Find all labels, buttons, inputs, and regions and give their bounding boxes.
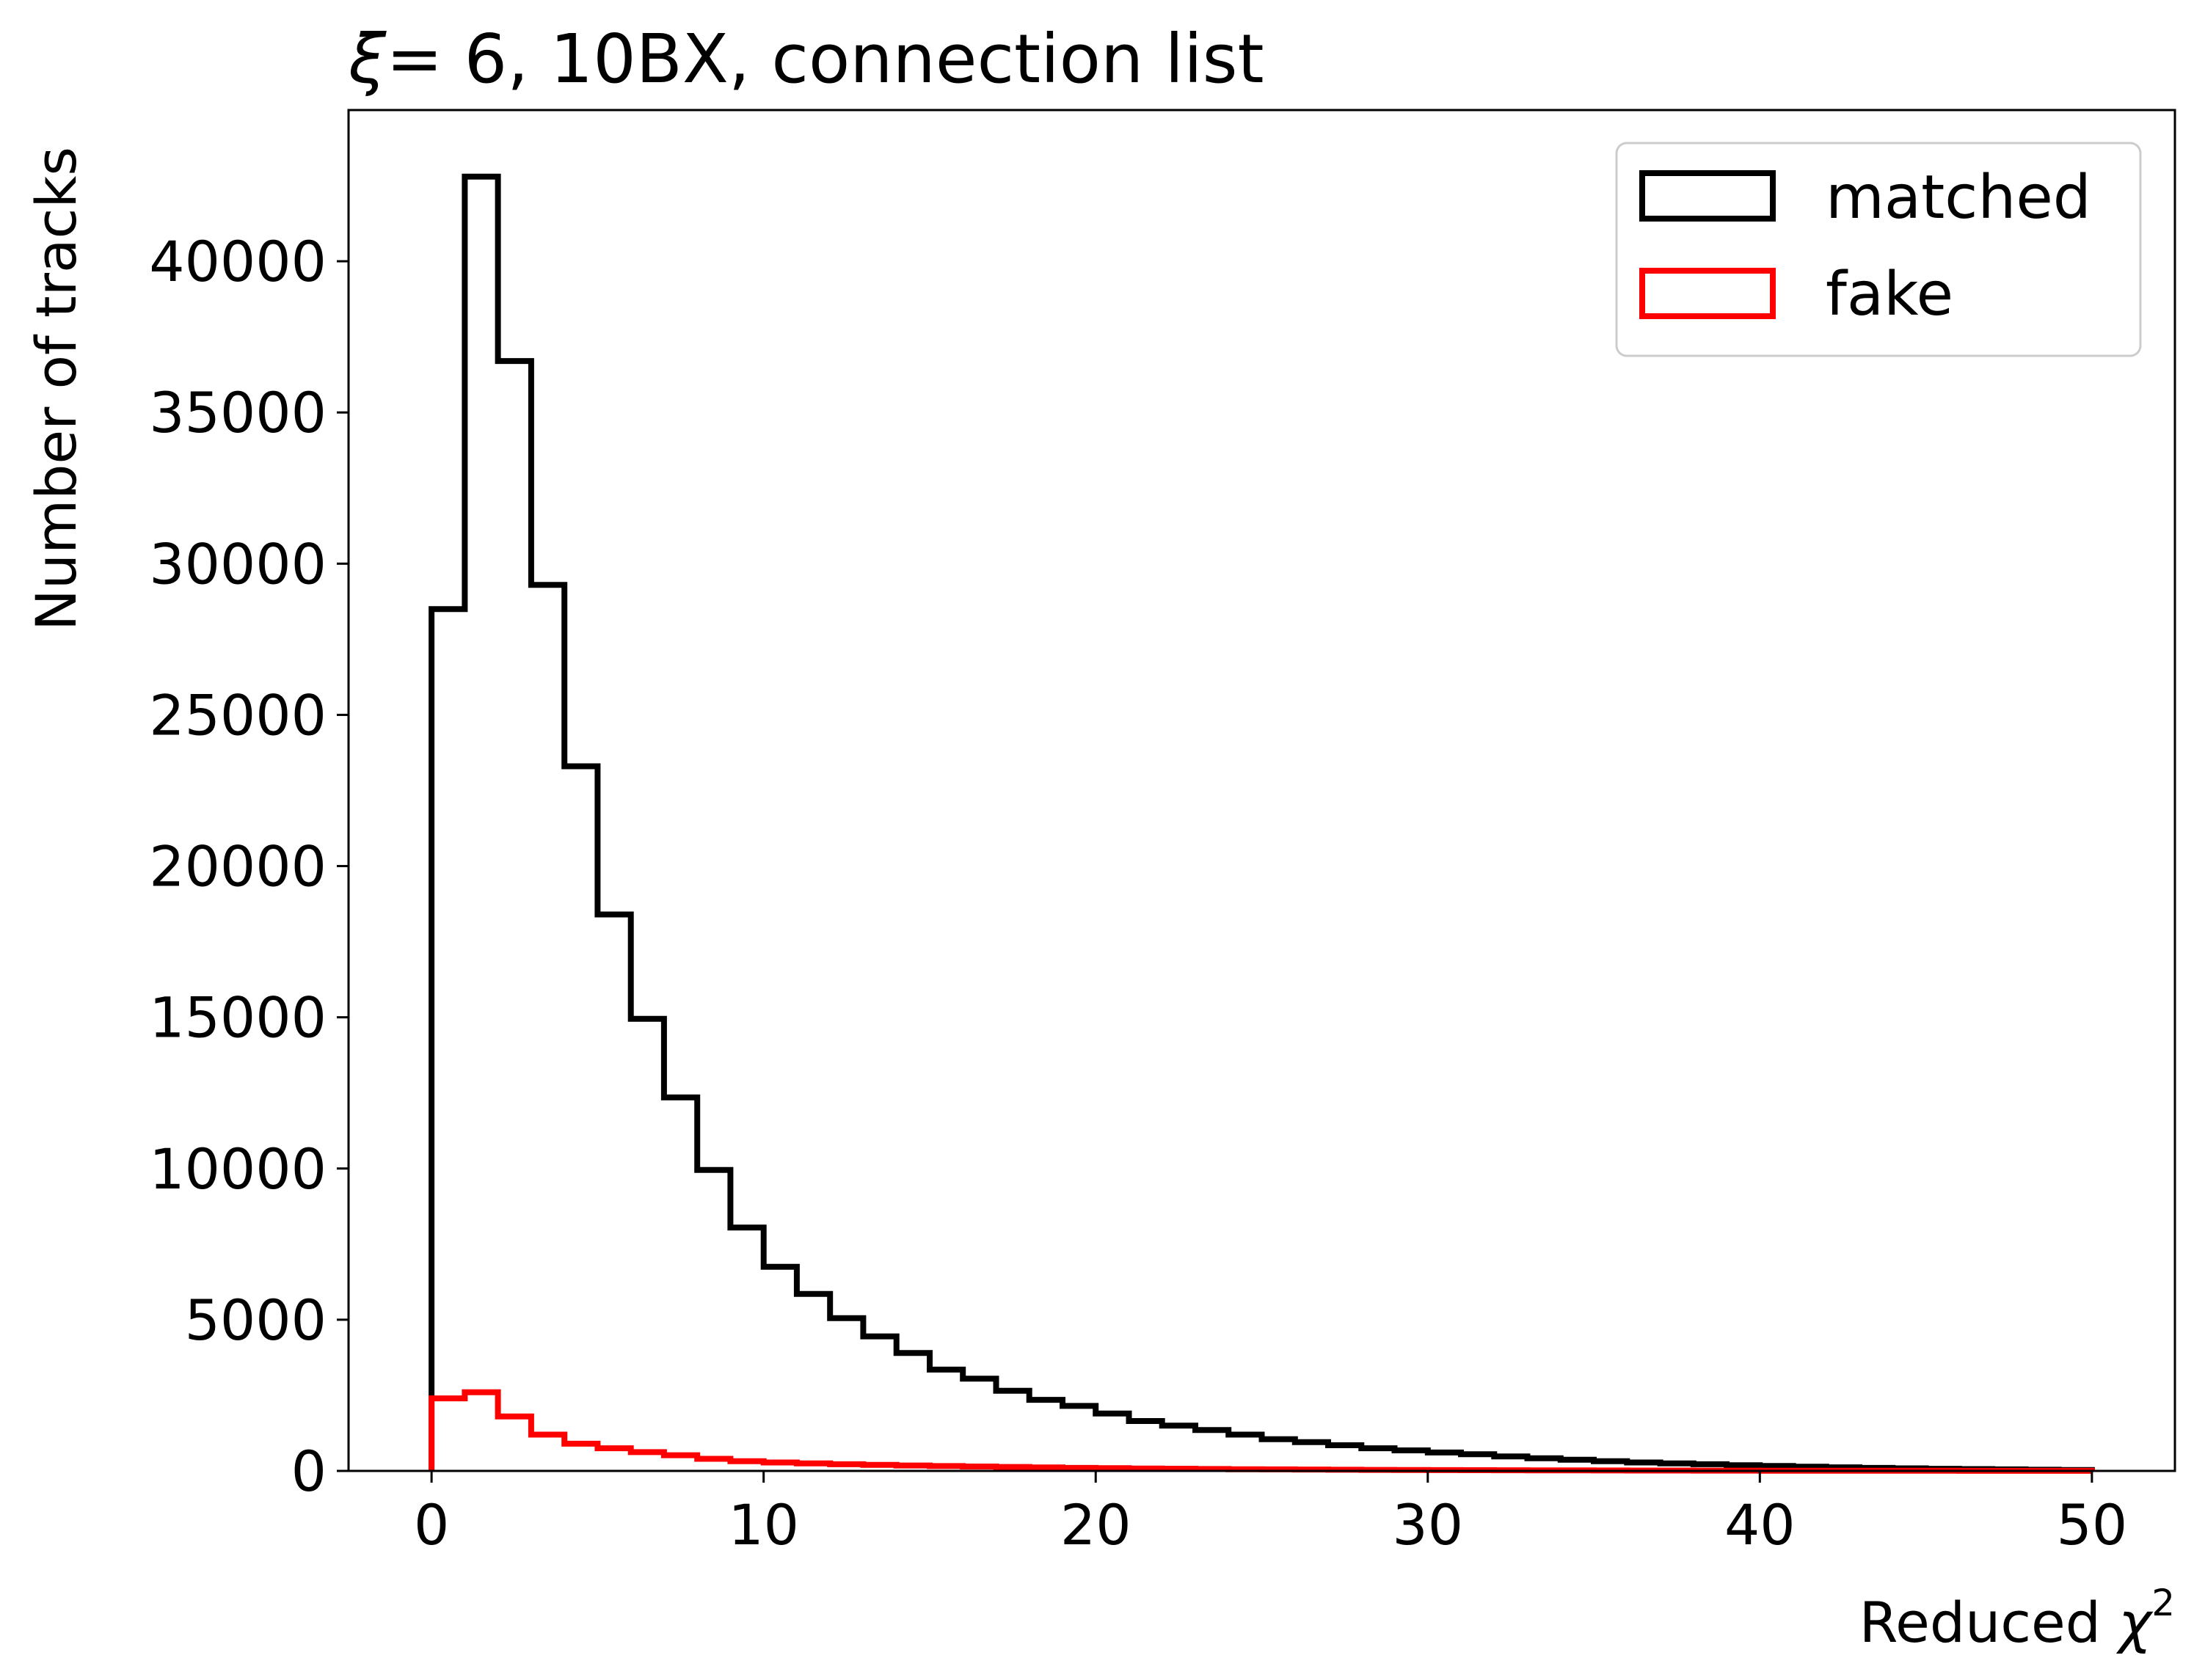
plot-frame xyxy=(347,109,2176,1472)
x-axis-label: Reduced χ2 xyxy=(1859,1582,2175,1655)
legend: matched fake xyxy=(1615,142,2142,357)
y-tick-label: 15000 xyxy=(149,985,327,1051)
x-tick-label: 10 xyxy=(728,1492,799,1557)
series-matched-step xyxy=(429,173,2095,1473)
legend-swatch-fake xyxy=(1639,268,1776,319)
legend-swatch-matched xyxy=(1639,170,1776,222)
x-tick-label: 50 xyxy=(2057,1492,2128,1557)
x-tick-label: 20 xyxy=(1060,1492,1131,1557)
x-tick-label: 30 xyxy=(1392,1492,1463,1557)
x-axis-label-superscript: 2 xyxy=(2151,1582,2175,1624)
y-axis-label: Number of tracks xyxy=(23,147,89,631)
x-tick-label: 0 xyxy=(414,1492,449,1557)
y-tick-label: 25000 xyxy=(149,682,327,748)
y-tick-label: 10000 xyxy=(149,1136,327,1202)
y-tick-label: 30000 xyxy=(149,531,327,596)
title-rest: = 6, 10BX, connection list xyxy=(386,20,1264,98)
y-tick-label: 0 xyxy=(291,1439,327,1504)
x-axis-label-symbol: χ xyxy=(2115,1590,2154,1655)
y-tick-label: 5000 xyxy=(185,1288,327,1353)
y-tick-label: 35000 xyxy=(149,380,327,445)
y-tick-label: 20000 xyxy=(149,834,327,899)
x-tick-label: 40 xyxy=(1724,1492,1796,1557)
y-axis: 0 5000 10000 15000 20000 25000 30000 35000 40000 xyxy=(149,229,349,1504)
legend-label-matched: matched xyxy=(1826,163,2091,233)
x-axis: 0 10 20 30 40 50 xyxy=(414,1471,2127,1557)
legend-label-fake: fake xyxy=(1826,260,1953,329)
y-tick-label: 40000 xyxy=(149,229,327,294)
chart-title: ξ= 6, 10BX, connection list xyxy=(348,20,1264,98)
title-symbol: ξ xyxy=(348,20,387,98)
x-axis-label-text: Reduced xyxy=(1859,1590,2119,1655)
legend-box xyxy=(1615,142,2142,357)
